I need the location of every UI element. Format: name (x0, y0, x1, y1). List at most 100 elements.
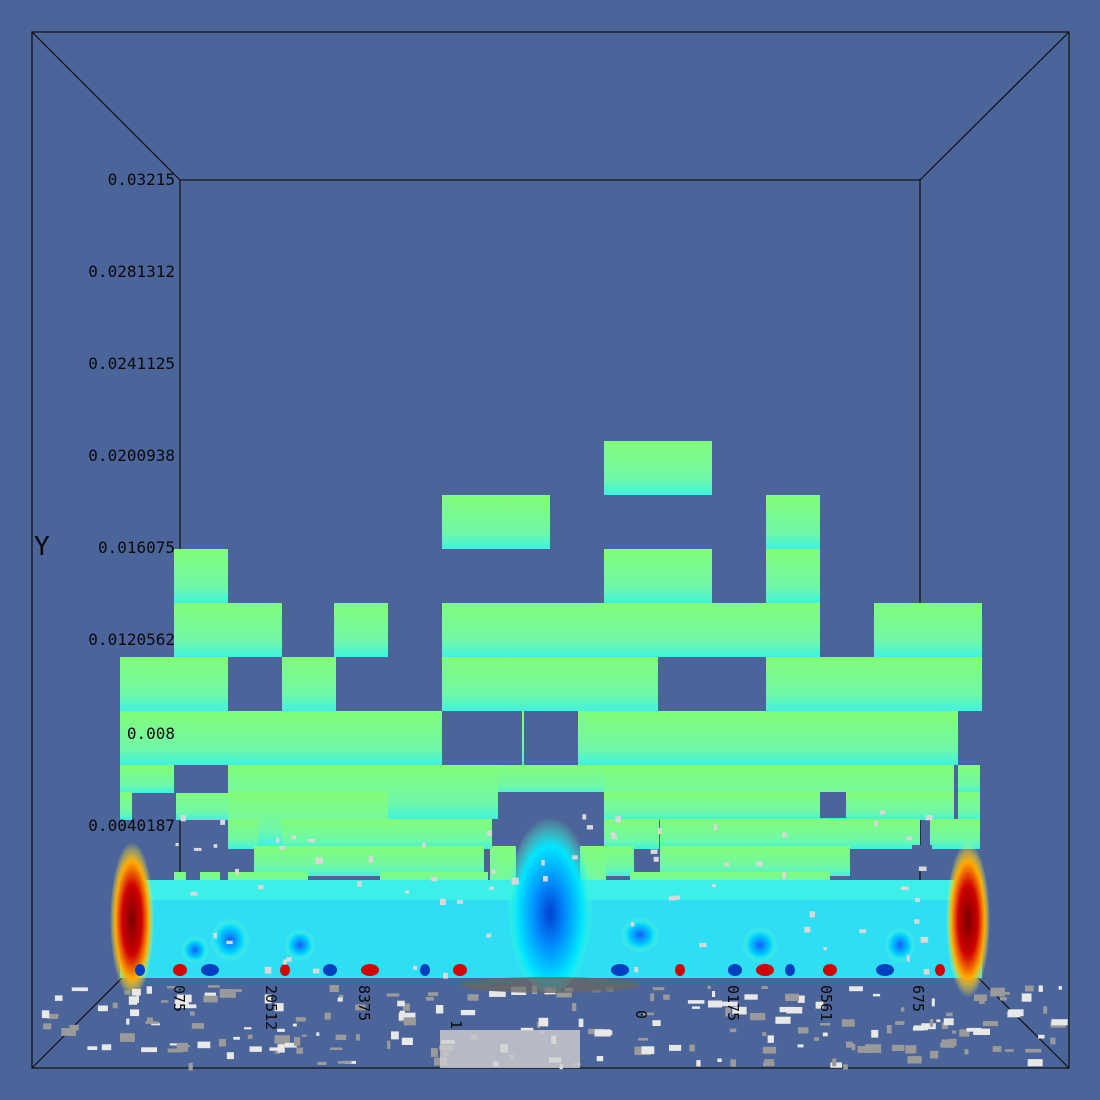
debris-speck (197, 1041, 211, 1049)
debris-speck (101, 1044, 112, 1051)
debris-speck (69, 1024, 79, 1031)
x-tick-label: 0175 (724, 985, 742, 1022)
debris-speck (460, 1010, 476, 1016)
voxel-cell (282, 657, 336, 711)
voxel-gap (658, 657, 766, 711)
debris-speck (301, 1034, 307, 1037)
debris-speck (54, 995, 63, 1001)
debris-speck (712, 991, 716, 997)
debris-speck (914, 919, 920, 924)
debris-speck (925, 815, 933, 821)
voxel-cell (354, 846, 484, 876)
x-tick-label: 675 (909, 985, 927, 1013)
voxel-cell (282, 819, 382, 849)
debris-speck (284, 1042, 297, 1048)
voxel-cell (958, 792, 980, 820)
debris-speck (1007, 1011, 1021, 1018)
debris-speck (895, 1021, 905, 1025)
debris-speck (959, 1029, 970, 1037)
voxel-cell (442, 603, 550, 657)
debris-speck (427, 992, 439, 996)
debris-speck (846, 1041, 853, 1048)
voxel-cell (766, 603, 820, 657)
debris-speck (699, 943, 707, 948)
debris-speck (190, 1011, 195, 1016)
debris-speck (489, 991, 506, 997)
debris-speck (779, 1006, 797, 1013)
debris-speck (761, 986, 768, 989)
color-layer (110, 817, 990, 998)
debris-speck (1027, 1059, 1043, 1067)
debris-speck (809, 911, 815, 918)
debris-speck (1058, 986, 1062, 990)
debris-speck (175, 843, 179, 847)
color-spot (323, 964, 337, 976)
debris-speck (368, 856, 374, 863)
debris-speck (823, 947, 827, 951)
debris-speck (732, 1006, 747, 1015)
debris-speck (730, 1059, 736, 1067)
debris-speck (330, 1047, 343, 1050)
debris-speck (291, 835, 296, 840)
debris-speck (176, 1042, 188, 1052)
debris-speck (207, 985, 220, 988)
color-spot (611, 964, 629, 976)
debris-speck (1038, 985, 1043, 992)
debris-speck (762, 1032, 767, 1036)
debris-speck (356, 1034, 360, 1041)
debris-speck (571, 1002, 577, 1011)
color-spot (935, 964, 945, 976)
debris-speck (874, 820, 878, 827)
debris-speck (316, 1032, 320, 1036)
debris-speck (1002, 992, 1010, 995)
x-tick-label: 0561 (817, 985, 835, 1022)
debris-speck (182, 1045, 191, 1048)
debris-speck (264, 994, 272, 1004)
debris-speck (193, 847, 202, 851)
debris-speck (1051, 1019, 1068, 1026)
voxel-cell (550, 603, 658, 657)
debris-speck (611, 835, 617, 840)
voxel-cell (282, 711, 390, 765)
debris-speck (767, 1035, 774, 1043)
debris-speck (650, 849, 658, 854)
voxel-cell (334, 603, 388, 657)
debris-speck (941, 1039, 955, 1048)
debris-speck (900, 886, 909, 891)
voxel-cell (820, 657, 874, 711)
floor-mesh-patch (440, 1030, 580, 1068)
debris-speck (642, 1012, 654, 1016)
debris-speck (1043, 1006, 1048, 1014)
voxel-cell (442, 657, 658, 711)
debris-speck (729, 1028, 737, 1033)
voxel-cell (120, 765, 174, 793)
debris-speck (274, 1051, 280, 1054)
debris-speck (871, 1029, 879, 1038)
debris-speck (257, 884, 264, 890)
debris-speck (941, 1022, 949, 1029)
debris-speck (538, 1017, 549, 1027)
voxel-cell (382, 819, 492, 849)
debris-speck (952, 1030, 957, 1034)
debris-speck (891, 1044, 905, 1051)
debris-speck (403, 1017, 416, 1026)
voxel-cell (120, 657, 228, 711)
debris-speck (317, 1061, 327, 1065)
debris-speck (337, 997, 343, 1002)
debris-speck (804, 926, 811, 933)
debris-speck (405, 890, 410, 894)
x-tick-label: 20512 (262, 985, 280, 1031)
debris-speck (762, 1046, 777, 1054)
debris-speck (233, 1036, 240, 1040)
voxel-cell (604, 441, 712, 495)
debris-speck (274, 1035, 290, 1044)
voxel-cell (874, 603, 982, 657)
debris-speck (425, 996, 434, 1001)
debris-speck (915, 898, 920, 902)
debris-speck (725, 1007, 731, 1017)
floor-mesh (460, 977, 640, 993)
debris-speck (191, 1023, 204, 1029)
debris-speck (87, 1046, 98, 1050)
debris-speck (931, 998, 935, 1007)
